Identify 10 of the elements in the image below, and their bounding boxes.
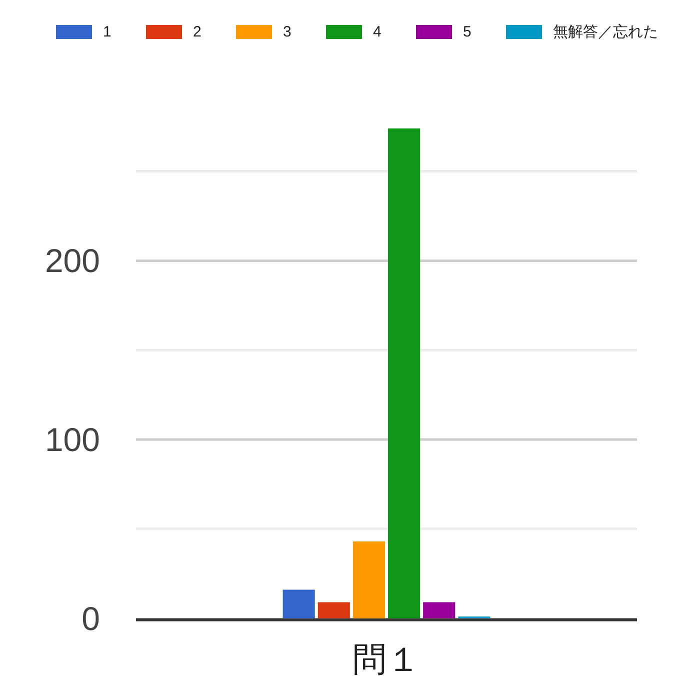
y-tick-label: 100 xyxy=(44,421,100,458)
legend-label: 4 xyxy=(373,24,382,40)
legend-label: 3 xyxy=(283,24,292,40)
legend-label: 無解答／忘れた xyxy=(553,24,658,40)
y-tick-label: 200 xyxy=(44,242,100,280)
legend-label: 2 xyxy=(193,24,202,40)
x-tick-labels: 問１ xyxy=(352,641,420,679)
legend-label: 5 xyxy=(463,24,472,40)
y-tick-label: 0 xyxy=(82,600,100,637)
legend-label: 1 xyxy=(103,24,112,40)
